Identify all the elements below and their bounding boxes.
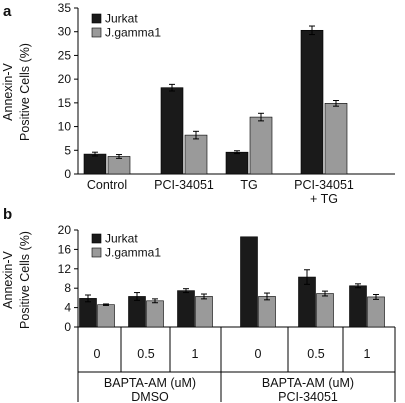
legend-label: Jurkat — [105, 232, 138, 246]
bar-j-gamma1 — [146, 300, 164, 328]
bar-jurkat — [160, 87, 184, 175]
y-tick-label: 30 — [58, 25, 72, 39]
x-tick-label: TG — [240, 178, 257, 192]
y-axis-label: Annexin-V — [1, 251, 15, 309]
y-axis-label: Annexin-V — [1, 63, 15, 121]
x-tick-label: 1 — [364, 347, 371, 361]
group-label: PCI-34051 — [278, 390, 338, 403]
y-tick-label: 10 — [58, 120, 72, 134]
bar-j-gamma1 — [367, 296, 385, 328]
bar-j-gamma1 — [324, 103, 348, 175]
bar-j-gamma1 — [97, 304, 115, 328]
y-axis-label: Positive Cells (%) — [18, 231, 32, 329]
bar-jurkat — [300, 29, 324, 175]
bar-j-gamma1 — [258, 296, 276, 328]
legend-swatch — [91, 247, 102, 258]
y-tick-label: 20 — [58, 223, 72, 237]
y-tick-label: 0 — [64, 167, 71, 181]
y-tick-label: 15 — [58, 96, 72, 110]
bar-jurkat — [240, 236, 258, 328]
bar-jurkat — [128, 296, 146, 328]
bar-jurkat — [177, 290, 195, 328]
y-tick-label: 4 — [64, 301, 71, 315]
bar-j-gamma1 — [249, 116, 273, 175]
y-tick-label: 0 — [64, 320, 71, 334]
bar-jurkat — [83, 153, 107, 175]
panel-letter-a: a — [3, 3, 12, 20]
bar-j-gamma1 — [316, 293, 334, 328]
legend-label: J.gamma1 — [105, 26, 161, 40]
x-tick-label: 0.5 — [137, 347, 154, 361]
x-tick-label: 1 — [192, 347, 199, 361]
x-tick-label: 0 — [94, 347, 101, 361]
group-label: BAPTA-AM (uM) — [104, 376, 196, 390]
x-tick-label: PCI-34051 — [294, 178, 354, 192]
panel-letter-b: b — [3, 206, 12, 223]
y-axis-label: Positive Cells (%) — [18, 43, 32, 141]
y-tick-label: 12 — [58, 262, 72, 276]
legend-swatch — [91, 27, 102, 38]
bar-j-gamma1 — [195, 296, 213, 328]
y-tick-label: 35 — [58, 1, 72, 15]
y-tick-label: 25 — [58, 48, 72, 62]
group-label: DMSO — [131, 390, 169, 403]
bar-j-gamma1 — [184, 134, 208, 175]
legend-swatch — [91, 233, 102, 244]
x-tick-label: 0.5 — [307, 347, 324, 361]
x-tick-label: PCI-34051 — [154, 178, 214, 192]
y-tick-label: 20 — [58, 72, 72, 86]
x-tick-label: Control — [87, 178, 127, 192]
bar-jurkat — [349, 285, 367, 328]
bar-jurkat — [79, 298, 97, 328]
panel-b: b 0 4 8 12 16 20 Annexin-V Positive Cells (%) 0 0.… — [1, 206, 396, 403]
bar-j-gamma1 — [107, 156, 131, 175]
legend-label: Jurkat — [105, 12, 138, 26]
bar-jurkat — [225, 151, 249, 175]
x-tick-label: + TG — [310, 192, 338, 206]
x-tick-label: 0 — [255, 347, 262, 361]
group-label: BAPTA-AM (uM) — [262, 376, 354, 390]
panel-a: a 0 5 10 15 20 25 30 35 Annexin-V Positive Cells (… — [1, 1, 395, 206]
y-tick-label: 8 — [64, 281, 71, 295]
legend-label: J.gamma1 — [105, 246, 161, 260]
legend-swatch — [91, 13, 102, 24]
y-tick-label: 5 — [64, 143, 71, 157]
y-tick-label: 16 — [58, 242, 72, 256]
